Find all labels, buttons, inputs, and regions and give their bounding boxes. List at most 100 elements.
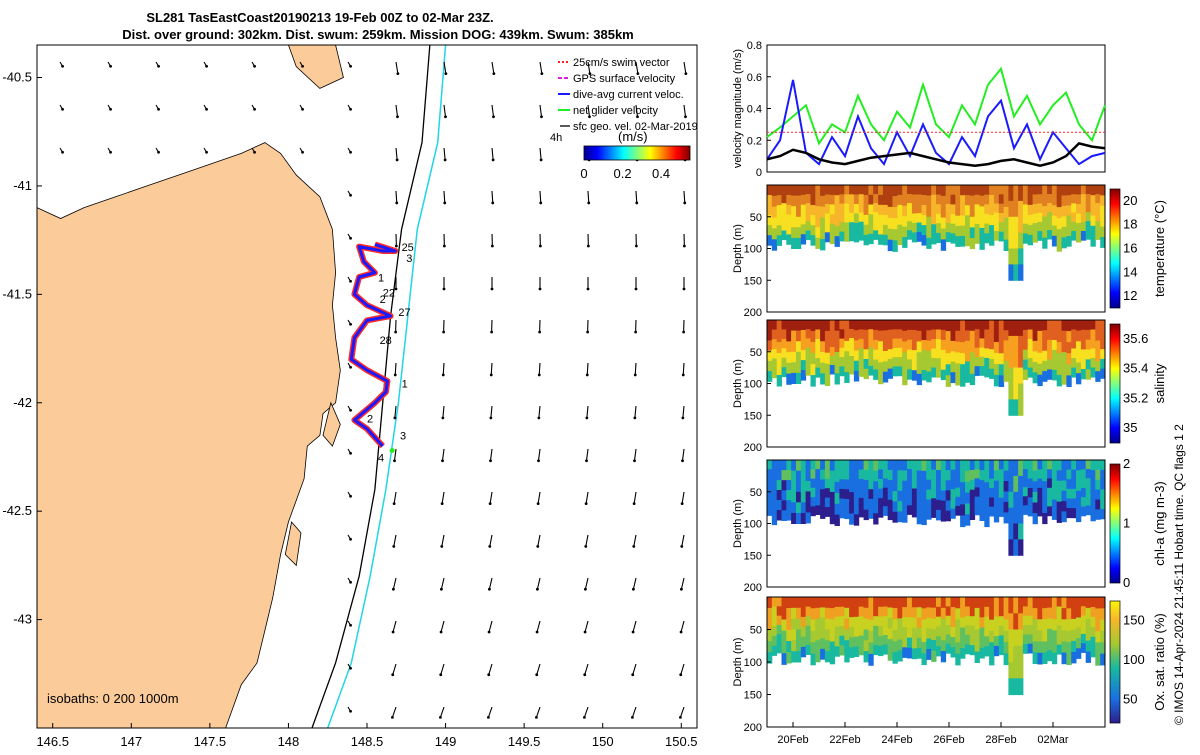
geo-arrow-head [633, 416, 636, 419]
profile-cell [936, 597, 941, 607]
profile-cell [946, 213, 951, 223]
profile-cell [1066, 216, 1071, 227]
profile-cell [960, 195, 965, 206]
profile-cell [1052, 195, 1057, 206]
profile-cell [1037, 320, 1042, 331]
profile-cell [902, 617, 907, 628]
profile-cell [980, 597, 985, 608]
profile-cell [854, 351, 859, 362]
profile-cell [820, 331, 825, 342]
profile-cell [922, 608, 927, 620]
profile-cell [777, 235, 782, 246]
profile-cell [1071, 499, 1076, 509]
profile-cell [1033, 630, 1038, 642]
profile-cell [931, 320, 936, 330]
geo-arrow-head [349, 65, 352, 68]
profile-cell [965, 236, 970, 247]
profile-cell [1071, 508, 1076, 518]
profile-cell [980, 329, 985, 339]
profile-cell [1066, 479, 1071, 489]
profile-cell [897, 320, 902, 330]
time-tick-label: 26Feb [933, 734, 964, 746]
geo-arrow-head [587, 202, 590, 205]
profile-cell [844, 460, 849, 470]
profile-cell [835, 363, 840, 374]
profile-cell [1028, 215, 1033, 226]
profile-cell [1086, 460, 1091, 470]
profile-cell [965, 504, 970, 515]
profile-cell [980, 648, 985, 659]
profile-cell [796, 513, 801, 524]
profile-cell [1081, 340, 1086, 350]
profile-cell [965, 597, 970, 607]
profile-cell [839, 366, 844, 376]
profile-cell [931, 640, 936, 651]
profile-colorbar-tick-label: 150 [1123, 613, 1145, 628]
profile-cell [936, 607, 941, 617]
profile-cell [917, 648, 922, 659]
profile-cell [984, 204, 989, 214]
profile-cell [830, 347, 835, 357]
profile-cell [1042, 471, 1047, 482]
profile-cell [893, 348, 898, 358]
profile-cell [782, 642, 787, 654]
profile-cell [830, 492, 835, 503]
profile-cell [1052, 642, 1057, 654]
profile-cell [811, 642, 816, 654]
profile-cell [1071, 479, 1076, 489]
profile-cell [1004, 185, 1009, 196]
profile-cell [854, 597, 859, 607]
geo-arrow-head [490, 331, 493, 334]
track-day-label: 25 [402, 242, 414, 254]
profile-cell [1018, 646, 1023, 663]
profile-cell [1081, 194, 1086, 204]
profile-cell [1018, 508, 1023, 524]
profile-cell [1076, 607, 1081, 618]
profile-cell [984, 504, 989, 516]
profile-cell [873, 471, 878, 482]
profile-cell [772, 359, 777, 369]
profile-cell [1081, 597, 1086, 607]
profile-cell [955, 374, 960, 385]
profile-cell [796, 460, 801, 471]
profile-cell [786, 363, 791, 374]
profile-cell [772, 503, 777, 514]
map-x-tick-label: 146.5 [36, 734, 69, 749]
profile-cell [864, 185, 869, 196]
profile-cell [1018, 185, 1023, 201]
profile-cell [839, 348, 844, 358]
profile-cell [1091, 480, 1096, 491]
profile-cell [922, 340, 927, 351]
profile-cell [796, 362, 801, 373]
profile-cell [786, 652, 791, 664]
profile-cell [786, 641, 791, 653]
profile-cell [984, 627, 989, 637]
profile-cell [1071, 652, 1076, 664]
profile-cell [835, 627, 840, 637]
geo-arrow-head [396, 72, 399, 75]
profile-cell [965, 471, 970, 482]
geo-arrow-head [393, 459, 396, 462]
profile-cell [1091, 470, 1096, 481]
profile-cell [801, 205, 806, 215]
profile-cell [1042, 630, 1047, 642]
profile-cell [835, 341, 840, 352]
geo-arrow-head [349, 280, 352, 283]
profile-cell [941, 651, 946, 662]
profile-cell [1042, 351, 1047, 362]
profile-cell [999, 232, 1004, 242]
profile-cell [820, 470, 825, 480]
profile-cell [984, 636, 989, 646]
profile-cell [907, 359, 912, 369]
profile-cell [955, 597, 960, 609]
profile-cell [970, 227, 975, 238]
profile-cell [1095, 597, 1100, 609]
profile-cell [989, 195, 994, 206]
profile-cell [1071, 203, 1076, 213]
profile-cell [893, 491, 898, 502]
profile-cell [868, 338, 873, 348]
profile-cell [1008, 185, 1013, 201]
profile-cell [994, 203, 999, 213]
profile-cell [854, 223, 859, 233]
profile-cell [980, 228, 985, 239]
